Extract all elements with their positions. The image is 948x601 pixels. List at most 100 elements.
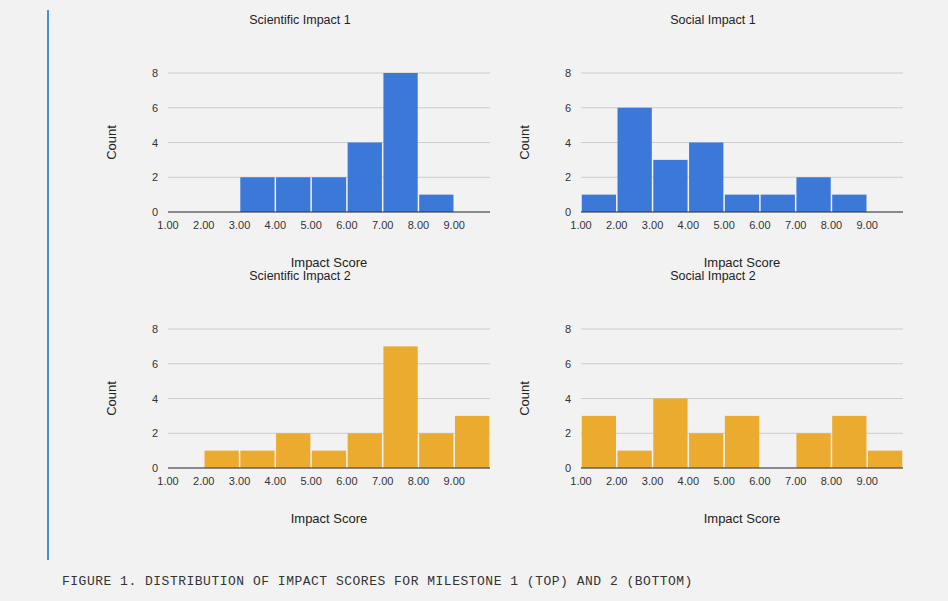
y-tick-label: 6 xyxy=(565,358,571,370)
grid-line xyxy=(168,107,490,108)
bar xyxy=(653,399,687,469)
x-tick xyxy=(688,212,689,214)
x-tick xyxy=(311,468,312,470)
x-tick-label: 7.00 xyxy=(372,219,393,231)
bar xyxy=(276,177,310,212)
grid-line xyxy=(581,212,903,213)
x-tick-label: 2.00 xyxy=(193,219,214,231)
y-axis-title: Count xyxy=(517,125,532,160)
x-tick xyxy=(382,212,383,214)
x-tick-label: 2.00 xyxy=(193,475,214,487)
x-tick-label: 2.00 xyxy=(606,475,627,487)
x-tick xyxy=(239,212,240,214)
x-axis-title: Impact Score xyxy=(704,511,781,526)
x-axis-title: Impact Score xyxy=(704,255,781,270)
x-tick-label: 6.00 xyxy=(336,219,357,231)
x-tick-label: 4.00 xyxy=(678,219,699,231)
x-tick-label: 4.00 xyxy=(265,475,286,487)
x-tick xyxy=(418,212,419,214)
bar xyxy=(618,108,652,212)
grid-line xyxy=(168,73,490,74)
x-tick xyxy=(688,468,689,470)
y-axis-title: Count xyxy=(517,381,532,416)
x-tick-label: 9.00 xyxy=(857,219,878,231)
x-tick xyxy=(831,468,832,470)
bar xyxy=(383,346,417,468)
grid-line xyxy=(581,468,903,469)
x-tick xyxy=(724,212,725,214)
y-tick-label: 2 xyxy=(152,171,158,183)
x-tick-label: 9.00 xyxy=(444,475,465,487)
y-tick-label: 4 xyxy=(565,137,571,149)
grid-line xyxy=(168,363,490,364)
grid-line xyxy=(168,468,490,469)
grid-line xyxy=(581,329,903,330)
x-tick xyxy=(867,468,868,470)
chart-title: Social Impact 1 xyxy=(670,13,756,27)
bar xyxy=(240,451,274,468)
bars xyxy=(582,399,903,469)
x-tick xyxy=(203,212,204,214)
x-tick xyxy=(581,468,582,470)
x-tick xyxy=(418,468,419,470)
x-tick-label: 8.00 xyxy=(408,219,429,231)
x-tick-label: 3.00 xyxy=(642,475,663,487)
accent-line xyxy=(47,10,49,560)
x-tick-label: 1.00 xyxy=(157,219,178,231)
histogram-chart: Social Impact 2024681.002.003.004.005.00… xyxy=(517,269,903,526)
x-tick xyxy=(652,468,653,470)
x-tick xyxy=(724,468,725,470)
x-axis-line xyxy=(581,212,903,213)
x-tick xyxy=(795,468,796,470)
grid-line xyxy=(581,73,903,74)
x-tick-label: 8.00 xyxy=(821,475,842,487)
bar xyxy=(205,451,239,468)
x-tick xyxy=(454,468,455,470)
bar xyxy=(689,143,723,213)
bar xyxy=(725,416,759,468)
bar xyxy=(796,177,830,212)
bars xyxy=(582,108,867,212)
x-tick xyxy=(867,212,868,214)
y-tick-label: 0 xyxy=(565,462,571,474)
x-axis-line xyxy=(168,212,490,213)
y-tick-label: 8 xyxy=(565,67,571,79)
y-tick-label: 0 xyxy=(152,206,158,218)
bar xyxy=(582,195,616,212)
x-tick xyxy=(759,212,760,214)
x-tick-label: 9.00 xyxy=(444,219,465,231)
y-axis-title: Count xyxy=(104,125,119,160)
grid-line xyxy=(168,142,490,143)
x-tick-label: 1.00 xyxy=(570,219,591,231)
histogram-chart: Scientific Impact 2024681.002.003.004.00… xyxy=(104,269,490,526)
y-tick-label: 4 xyxy=(152,393,158,405)
bar xyxy=(868,451,902,468)
y-tick-label: 0 xyxy=(565,206,571,218)
y-tick-label: 2 xyxy=(565,427,571,439)
y-tick-label: 0 xyxy=(152,462,158,474)
x-tick-label: 5.00 xyxy=(713,475,734,487)
y-axis-title: Count xyxy=(104,381,119,416)
chart-title: Scientific Impact 1 xyxy=(249,13,350,27)
x-tick-label: 7.00 xyxy=(372,475,393,487)
x-tick xyxy=(795,212,796,214)
x-tick-label: 6.00 xyxy=(749,475,770,487)
y-tick-label: 4 xyxy=(152,137,158,149)
x-tick-label: 7.00 xyxy=(785,219,806,231)
x-axis-title: Impact Score xyxy=(291,511,368,526)
bar xyxy=(312,177,346,212)
grid-line xyxy=(581,398,903,399)
grid-line xyxy=(168,329,490,330)
x-tick xyxy=(275,468,276,470)
x-tick-label: 4.00 xyxy=(265,219,286,231)
x-tick-label: 8.00 xyxy=(408,475,429,487)
x-tick-label: 3.00 xyxy=(229,219,250,231)
x-tick xyxy=(616,212,617,214)
bar xyxy=(419,195,453,212)
y-tick-label: 8 xyxy=(565,323,571,335)
caption: FIGURE 1. DISTRIBUTION OF IMPACT SCORES … xyxy=(62,574,693,589)
histogram-chart: Scientific Impact 1024681.002.003.004.00… xyxy=(104,13,490,270)
y-tick-label: 6 xyxy=(152,102,158,114)
chart-title: Social Impact 2 xyxy=(670,269,756,283)
x-tick-label: 5.00 xyxy=(300,219,321,231)
